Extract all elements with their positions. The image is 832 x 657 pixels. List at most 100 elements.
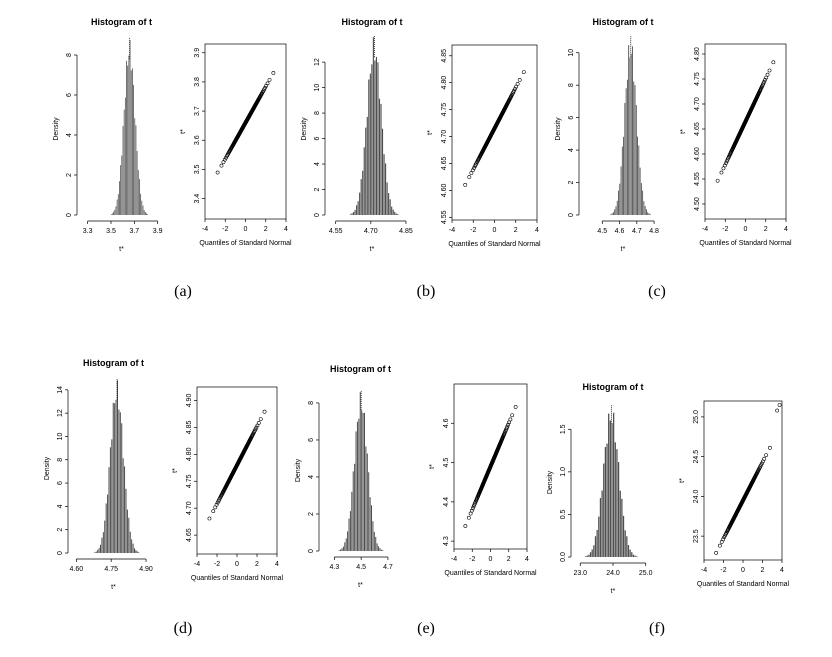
y-axis-label: t* (679, 478, 686, 483)
y-axis-label: t* (429, 464, 436, 469)
x-tick-label: 0 (489, 556, 493, 563)
y-tick-label: 1.5 (560, 424, 567, 434)
qq-point (467, 175, 472, 179)
qq-point (513, 86, 517, 91)
histogram-bar (112, 213, 113, 215)
histogram-bar (341, 548, 343, 551)
chart-title: Histogram of t (582, 382, 643, 392)
qq-point (764, 453, 769, 457)
qq-point (258, 417, 263, 421)
histogram-bar (630, 53, 632, 215)
histogram-bar (354, 210, 356, 215)
histogram-bar (624, 530, 626, 557)
histogram-bar (638, 145, 640, 215)
x-axis-label: t* (111, 584, 116, 591)
y-tick-label: 4.55 (441, 210, 448, 224)
histogram-bar (119, 412, 121, 553)
x-tick-label: -4 (194, 561, 200, 568)
histogram-bar (586, 555, 588, 557)
histogram-bar (114, 403, 116, 553)
histogram-bar (126, 60, 127, 216)
y-tick-label: 3.5 (194, 164, 201, 174)
y-tick-label: 6 (568, 116, 575, 120)
y-tick-label: 6 (314, 137, 321, 141)
histogram-bar (361, 410, 363, 551)
y-tick-label: 4.4 (443, 497, 450, 507)
y-tick-label: 1.0 (560, 467, 567, 477)
qq-point (207, 516, 212, 521)
qq-point (506, 422, 511, 427)
histogram-bar (637, 136, 638, 215)
qq-point (463, 524, 468, 528)
y-tick-label: 4.75 (694, 72, 701, 86)
histogram-bar (372, 521, 374, 551)
x-axis-label: t* (119, 246, 124, 253)
qq-point (211, 509, 216, 514)
y-tick-label: 4.85 (441, 49, 448, 63)
y-axis-label: Density (555, 117, 562, 141)
y-axis-label: t* (680, 129, 687, 134)
qq-point (515, 81, 520, 86)
qq-point (505, 424, 510, 429)
histogram-bar (622, 515, 625, 557)
y-tick-label: 4.70 (186, 501, 193, 515)
x-tick-label: 0 (741, 567, 745, 574)
y-tick-label: 4.80 (694, 47, 701, 61)
chart-title: Histogram of t (330, 364, 391, 374)
y-tick-label: 3.8 (194, 77, 201, 87)
chart-4: -4 -2 0 2 4 4.55 4.60 4.65 4.70 4.75 4.80 4.85 Quant… (427, 44, 541, 248)
chart-8: -4 -2 0 2 4 4.65 4.70 4.75 4.80 4.85 4.90 Quantiles… (172, 386, 284, 582)
histogram-bar (356, 421, 358, 551)
chart-title: Histogram of t (341, 17, 402, 27)
histogram-bar (626, 79, 628, 215)
histogram-bar (135, 550, 137, 553)
histogram-bar (95, 551, 97, 553)
x-tick-label: 4 (784, 226, 788, 233)
histogram-bar (102, 532, 104, 553)
x-tick-label: 2 (764, 226, 768, 233)
x-tick-label: 4 (535, 227, 539, 234)
histogram-bar (116, 380, 119, 553)
histogram-bar (136, 150, 138, 215)
histogram-bar (355, 431, 357, 551)
histogram-bar (133, 548, 135, 553)
histogram-bar (110, 214, 112, 215)
histogram-bar (629, 57, 631, 216)
y-tick-label: 4.60 (441, 183, 448, 197)
histogram-bar (609, 420, 611, 557)
x-tick-label: 25.0 (639, 570, 653, 577)
histogram-bar (144, 211, 146, 215)
histogram-bar (394, 211, 396, 215)
x-tick-label: 2 (264, 226, 268, 233)
x-axis-label: Quantiles of Standard Normal (699, 240, 792, 247)
x-tick-label: 3.9 (153, 228, 163, 235)
histogram-bar (131, 539, 133, 553)
histogram-bar (105, 503, 107, 553)
x-tick-label: 4.85 (399, 228, 413, 235)
caption-c: (c) (648, 283, 666, 300)
x-tick-label: -4 (449, 227, 455, 234)
histogram-bar (120, 165, 122, 215)
histogram-bar (380, 549, 382, 551)
histogram-bar (617, 462, 620, 557)
x-tick-label: -4 (701, 567, 707, 574)
histogram-bar (618, 190, 619, 215)
y-tick-label: 4.3 (443, 536, 450, 546)
y-tick-label: 2 (57, 528, 64, 532)
histogram-bar (635, 105, 637, 215)
histogram-bar (611, 213, 613, 215)
histogram-bar (369, 73, 371, 216)
chart-title: Histogram of t (91, 17, 152, 27)
qq-point (219, 163, 224, 168)
y-tick-label: 10 (314, 84, 321, 92)
qq-point (510, 413, 515, 418)
histogram-bar (366, 453, 368, 551)
plot-frame (204, 43, 287, 220)
histogram-bar (389, 199, 391, 215)
x-tick-label: 3.3 (83, 228, 93, 235)
qq-point (472, 166, 476, 170)
histogram-bar (356, 205, 358, 215)
x-tick-label: -4 (702, 226, 708, 233)
histogram-bar (352, 471, 354, 551)
qq-point (715, 178, 720, 183)
